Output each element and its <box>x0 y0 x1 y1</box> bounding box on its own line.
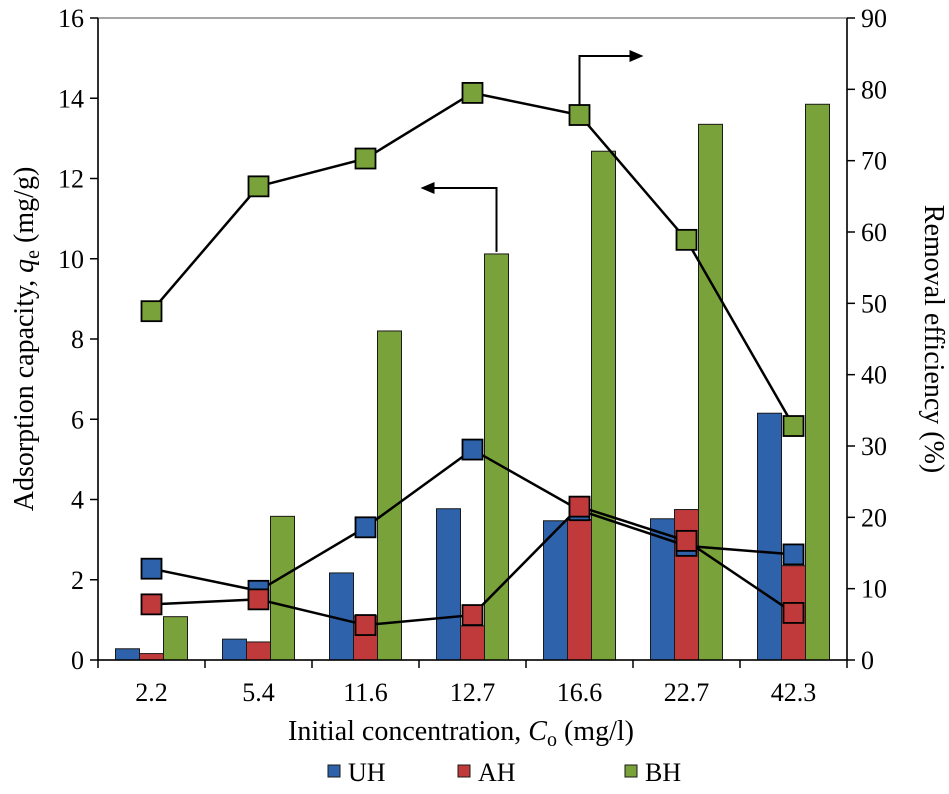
marker-bh-16.6 <box>568 104 591 126</box>
y-tick-label: 12 <box>58 165 84 194</box>
legend-label-bh: BH <box>645 758 681 787</box>
marker-ah-2.2 <box>140 593 163 616</box>
y2-tick-label: 60 <box>861 218 887 247</box>
bar-ah-5.4 <box>246 641 271 661</box>
marker-uh-12.7 <box>461 438 484 461</box>
y2-tick-label: 90 <box>861 4 887 33</box>
y2-tick-label: 80 <box>861 75 887 104</box>
y-axis-title: Adsorption capacity, qe (mg/g) <box>9 167 44 512</box>
y2-tick-label: 40 <box>861 361 887 390</box>
x-axis-title-prefix: Initial concentration, <box>288 716 528 747</box>
legend-swatch-uh <box>327 764 341 778</box>
y2-tick-label: 20 <box>861 503 887 532</box>
marker-ah-42.3 <box>782 602 805 624</box>
y2-tick-label: 0 <box>861 646 874 675</box>
bar-bh-42.3 <box>805 103 830 661</box>
bar-bh-22.7 <box>698 123 723 661</box>
x-axis-title-sub: o <box>547 729 557 751</box>
bar-uh-16.6 <box>543 520 568 661</box>
bar-uh-12.7 <box>436 508 461 661</box>
marker-ah-22.7 <box>675 529 698 552</box>
bar-ah-2.2 <box>139 653 164 661</box>
line-bh <box>150 91 795 427</box>
arrow-right-line <box>578 55 632 106</box>
line-layer <box>140 82 805 636</box>
bar-ah-12.7 <box>460 625 485 661</box>
y-axis-title-sub: e <box>22 250 44 259</box>
legend-label-ah: AH <box>478 758 516 787</box>
x-tick-label: 42.3 <box>771 678 817 707</box>
annotation-layer <box>420 50 644 252</box>
y-tick-label: 2 <box>71 566 84 595</box>
marker-bh-12.7 <box>461 82 484 104</box>
y-tick-label: 0 <box>71 646 84 675</box>
y-tick-label: 14 <box>58 84 84 113</box>
marker-uh-11.6 <box>354 516 377 539</box>
bar-uh-2.2 <box>115 648 140 661</box>
x-tick-label: 5.4 <box>242 678 275 707</box>
x-axis-title-var: C <box>528 716 547 747</box>
x-tick-label: 16.6 <box>557 678 603 707</box>
marker-bh-11.6 <box>354 147 377 170</box>
y-axis-title-var: q <box>9 259 40 273</box>
arrow-right-head <box>629 50 644 62</box>
y2-tick-label: 30 <box>861 432 887 461</box>
x-axis-title-suffix: (mg/l) <box>557 716 634 747</box>
bar-uh-42.3 <box>757 412 782 661</box>
y2-tick-label: 50 <box>861 289 887 318</box>
y-tick-label: 10 <box>58 245 84 274</box>
marker-ah-16.6 <box>568 495 591 518</box>
legend-label-uh: UH <box>348 758 386 787</box>
bar-bh-5.4 <box>270 515 295 661</box>
marker-uh-2.2 <box>140 557 163 580</box>
legend: UH AH BH <box>327 758 681 787</box>
y-axis-title-suffix: (mg/g) <box>9 167 40 250</box>
y-tick-label: 4 <box>71 486 84 515</box>
marker-uh-42.3 <box>782 543 805 566</box>
y-axis-title-prefix: Adsorption capacity, <box>9 273 40 511</box>
y-tick-label: 16 <box>58 4 84 33</box>
bar-bh-2.2 <box>163 616 188 661</box>
marker-ah-5.4 <box>247 588 270 611</box>
arrow-left-head <box>420 182 435 194</box>
marker-bh-42.3 <box>782 415 805 437</box>
y2-tick-label: 10 <box>861 575 887 604</box>
bar-uh-5.4 <box>222 638 247 661</box>
legend-swatch-ah <box>457 764 471 778</box>
y-tick-label: 8 <box>71 325 84 354</box>
plot-border <box>97 17 848 661</box>
marker-ah-12.7 <box>461 604 484 626</box>
axes-layer: 0 2 4 6 8 10 12 14 16 0 10 20 30 40 50 60 70 80 90 2.2 5.4 11… <box>58 4 887 707</box>
bar-ah-16.6 <box>567 519 592 661</box>
y-tick-label: 6 <box>71 405 84 434</box>
x-tick-label: 12.7 <box>450 678 496 707</box>
bar-bh-16.6 <box>591 150 616 661</box>
marker-bh-2.2 <box>140 300 163 323</box>
marker-bh-5.4 <box>247 175 270 198</box>
x-tick-label: 22.7 <box>664 678 710 707</box>
bar-bh-11.6 <box>377 330 402 661</box>
marker-ah-11.6 <box>354 614 377 636</box>
x-tick-label: 11.6 <box>343 678 388 707</box>
marker-bh-22.7 <box>675 228 698 251</box>
y2-axis-title: Removal efficiency (%) <box>918 205 949 473</box>
y2-tick-label: 70 <box>861 147 887 176</box>
legend-swatch-bh <box>624 764 638 778</box>
plot-area <box>97 17 848 661</box>
x-tick-label: 2.2 <box>135 678 168 707</box>
x-axis-title: Initial concentration, Co (mg/l) <box>288 716 634 751</box>
arrow-left-line <box>432 187 498 252</box>
